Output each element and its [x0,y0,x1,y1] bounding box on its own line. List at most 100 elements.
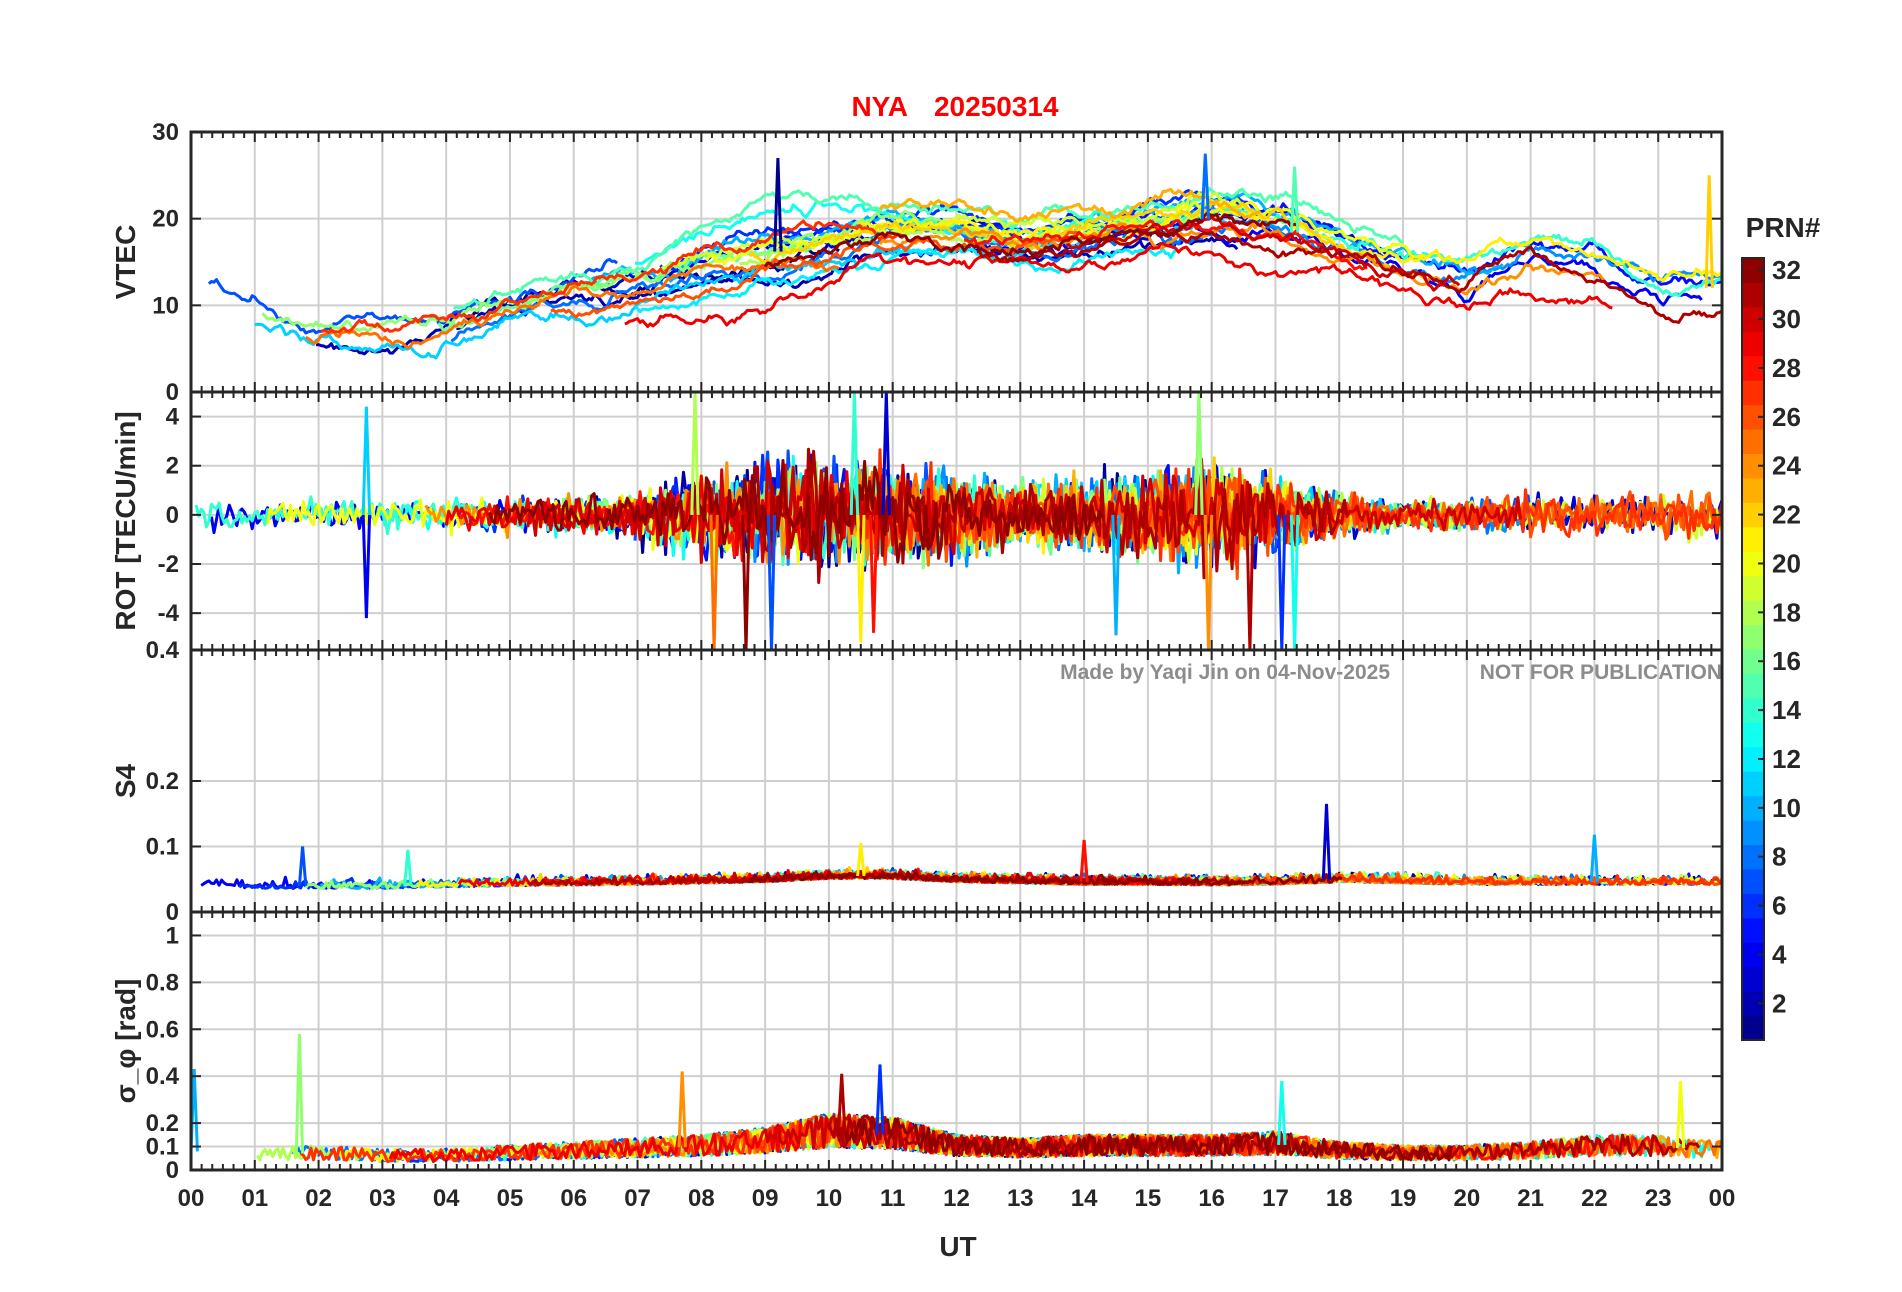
grid [191,650,1722,912]
colorbar-tick-label: 24 [1772,451,1801,481]
colorbar-tick-label: 8 [1772,842,1786,872]
colorbar-tick-label: 30 [1772,304,1801,334]
colorbar-tick-label: 10 [1772,793,1801,823]
series-prn-25 [305,256,840,350]
colorbar-segment [1742,893,1764,919]
series-prn-28 [963,219,1368,271]
colorbar-segment [1742,795,1764,821]
colorbar-tick-label: 4 [1772,939,1787,969]
colorbar-tick-label: 26 [1772,402,1801,432]
colorbar-segment [1742,453,1764,479]
x-tick-label: 01 [241,1185,268,1212]
peak-event [856,514,866,643]
series-prn-32 [842,1115,1453,1162]
y-tick-label: 0 [166,379,179,406]
x-tick-label: 07 [624,1185,651,1212]
y-tick-label: 0.2 [146,768,179,795]
y-tick-label: 0 [166,502,179,529]
colorbar-segment [1742,306,1764,332]
peak-event [1203,514,1214,650]
colorbar-segment [1742,282,1764,308]
colorbar-segment [1742,942,1764,968]
series-prn-30 [1065,215,1461,292]
colorbar-segment [1742,746,1764,772]
colorbar-segment [1742,649,1764,674]
peak-event [766,514,777,650]
peak-event [1321,803,1332,880]
series-prn-32 [488,459,1104,564]
y-tick-label: 10 [152,292,179,319]
peak-event [875,1064,885,1135]
series-group [207,153,1722,360]
panel-rot: -4 -2 0 2 4 ROT [TECU/min] [110,390,1724,652]
colorbar-segment [1742,868,1764,894]
y-tick-label: 0.6 [146,1016,179,1043]
figure-title: NYA 20250314 [851,91,1059,122]
colorbar-segment [1742,624,1764,650]
colorbar-segment [1742,673,1764,699]
peak-event [1111,514,1121,636]
colorbar-segment [1742,380,1764,406]
series-group [200,803,1722,890]
title-date: 20250314 [934,91,1059,122]
colorbar-tick-label: 18 [1772,597,1801,627]
peak-event [856,843,866,877]
colorbar-tick-label: 22 [1772,500,1801,530]
x-tick-label: 16 [1198,1185,1225,1212]
peak-event [773,157,783,252]
y-axis-label: σ_φ [rad] [110,979,141,1104]
colorbar-segment [1742,355,1764,381]
peak-event [403,849,413,886]
peak-event [1245,514,1255,650]
colorbar-segment [1742,575,1764,601]
series-prn-15 [452,186,1404,311]
peak-event [361,406,372,515]
y-tick-label: 1 [166,922,179,949]
y-tick-label: 30 [152,119,179,146]
series-group [194,392,1722,650]
x-tick-label: 08 [688,1185,715,1212]
y-tick-label: 0.2 [146,1110,179,1137]
y-axis-label: VTEC [110,225,141,300]
x-tick-label: 05 [497,1185,524,1212]
x-tick-label: 22 [1581,1185,1608,1212]
peak-event [741,514,751,650]
x-tick-label: 00 [1709,1185,1736,1212]
colorbar-segment [1742,722,1764,748]
colorbar-segment [1742,477,1764,503]
y-tick-label: -2 [158,551,179,578]
y-tick-label: 4 [166,404,180,431]
peak-event [1194,392,1204,515]
peak-event [1589,834,1600,883]
y-tick-label: 0.1 [146,834,179,861]
x-tick-label: 23 [1645,1185,1672,1212]
colorbar-segment [1742,697,1764,723]
peak-event [1289,514,1300,650]
colorbar-segment [1742,258,1764,283]
colorbar-segment [1742,917,1764,943]
x-tick-label: 18 [1326,1185,1353,1212]
x-tick-label: 09 [752,1185,779,1212]
y-tick-label: 0 [166,1157,179,1184]
y-axis-label: S4 [110,763,141,798]
peak-event [294,1033,305,1154]
colorbar-segment [1742,429,1764,454]
x-tick-label: 12 [943,1185,970,1212]
peak-event [837,1073,847,1133]
x-tick-label: 04 [433,1185,460,1212]
x-axis-label: UT [939,1231,976,1262]
colorbar-tick-label: 14 [1772,695,1801,725]
y-tick-label: 20 [152,206,179,233]
colorbar-segment [1742,1015,1764,1041]
x-tick-label: 03 [369,1185,396,1212]
panel-sigma_phi: 00.10.2 0.4 0.6 0.8 1 σ_φ [rad] 00 01 02 03 04 05 06… [110,910,1736,1212]
colorbar-frame [1741,257,1765,1041]
colorbar-tick-label: 20 [1772,548,1801,578]
peak-event [1079,839,1089,883]
watermark-credit: Made by Yaqi Jin on 04-Nov-2025 [1060,661,1390,684]
series-prn-22 [748,201,1429,283]
colorbar-segment [1742,966,1764,992]
peak-event [881,392,891,515]
